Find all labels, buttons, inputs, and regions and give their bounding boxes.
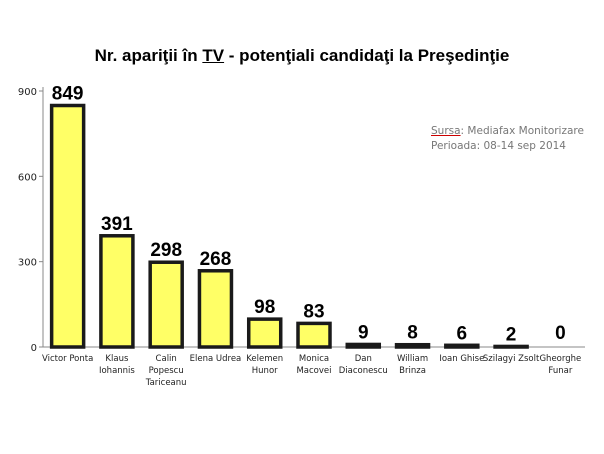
bar-value-label: 391 — [101, 214, 133, 235]
source-line: Sursa: Mediafax Monitorizare — [431, 124, 584, 139]
x-category-label-line: Klaus — [105, 354, 129, 364]
bar — [444, 343, 480, 349]
bar — [99, 234, 135, 349]
bar-value-label: 9 — [358, 322, 369, 343]
x-category-label-line: Brinza — [399, 366, 426, 376]
y-tick-label: 300 — [18, 258, 37, 269]
x-category-label: Kelemen Hunor — [246, 354, 283, 376]
bar-value-label: 0 — [555, 323, 566, 344]
x-category-label-line: Funar — [548, 366, 572, 376]
x-category-label: Szilagyi Zsolt — [483, 354, 540, 364]
bar-value-label: 98 — [254, 297, 275, 318]
bar-value-label: 6 — [457, 323, 468, 344]
y-tick-label: 900 — [18, 87, 37, 98]
bar-value-label: 849 — [52, 84, 84, 105]
x-category-label-line: Diaconescu — [339, 366, 388, 376]
x-category-label-line: Ioan Ghise — [439, 354, 484, 364]
x-category-label-line: Tariceanu — [145, 378, 187, 388]
bar — [345, 342, 382, 349]
x-category-label-line: Kelemen — [246, 354, 283, 364]
x-category-label-line: Calin — [156, 354, 177, 364]
bar — [296, 321, 332, 349]
x-category-label: Klaus Iohannis — [99, 354, 135, 376]
period-line: Perioada: 08-14 sep 2014 — [431, 140, 566, 152]
bar — [49, 103, 86, 349]
x-category-label-line: William — [397, 354, 428, 364]
bar — [246, 317, 283, 349]
x-category-label-line: Elena Udrea — [190, 354, 242, 364]
y-tick-label: 600 — [18, 172, 37, 183]
x-category-label: Victor Ponta — [42, 354, 93, 364]
bar-value-label: 2 — [506, 324, 517, 345]
source-note: Sursa: Mediafax Monitorizare Perioada: 0… — [431, 124, 584, 154]
x-category-label: Calin Popescu Tariceanu — [145, 354, 187, 388]
x-category-label-line: Victor Ponta — [42, 354, 93, 364]
x-category-label-line: Monica — [299, 354, 329, 364]
x-category-label-line: Szilagyi Zsolt — [483, 354, 540, 364]
bar-value-label: 268 — [200, 249, 232, 270]
x-category-label-line: Dan — [355, 354, 372, 364]
bar — [394, 342, 431, 349]
source-text: : Mediafax Monitorizare — [460, 125, 584, 137]
x-category-label: Elena Udrea — [190, 354, 242, 364]
x-category-label: Ioan Ghise — [439, 354, 484, 364]
x-category-label-line: Popescu — [149, 366, 184, 376]
bar-value-label: 8 — [407, 323, 418, 344]
x-category-label-line: Hunor — [252, 366, 278, 376]
x-category-label-line: Macovei — [296, 366, 331, 376]
bar — [493, 344, 529, 349]
x-category-label: Gheorghe Funar — [539, 354, 581, 376]
x-category-label: William Brinza — [397, 354, 428, 376]
x-category-label: Monica Macovei — [296, 354, 331, 376]
chart-title-end: - potenţiali candidaţi la Preşedinţie — [224, 46, 510, 65]
source-label: Sursa — [431, 125, 461, 137]
x-category-label: Dan Diaconescu — [339, 354, 388, 376]
y-tick-label: 0 — [31, 343, 37, 354]
x-category-label-line: Gheorghe — [539, 354, 581, 364]
bar-value-label: 298 — [150, 240, 182, 261]
bar — [148, 260, 184, 349]
bar — [197, 269, 234, 349]
chart-title: Nr. apariţii în TV - potenţiali candidaţ… — [0, 46, 604, 66]
chart-title-start: Nr. apariţii în — [94, 46, 203, 65]
x-category-label-line: Iohannis — [99, 366, 135, 376]
chart-title-tv: TV — [202, 46, 225, 65]
bar-value-label: 83 — [303, 301, 324, 322]
